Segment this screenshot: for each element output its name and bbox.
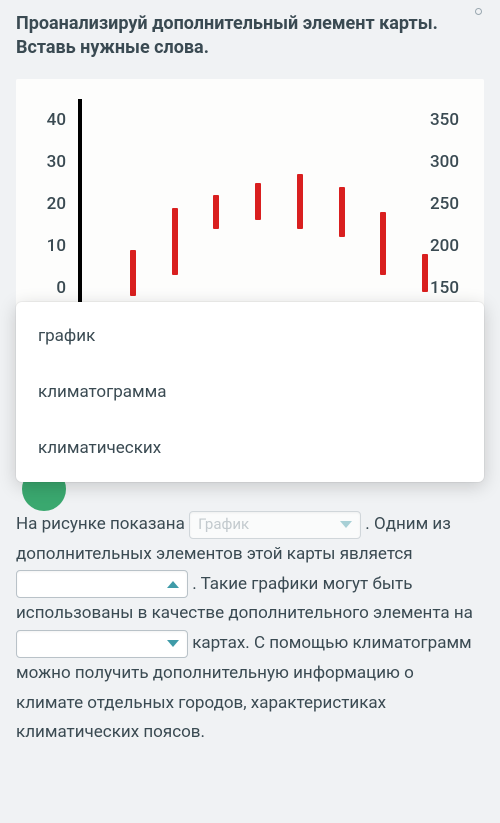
- exercise-body: На рисунке показана График . Одним из до…: [16, 510, 484, 748]
- select-1-value: График: [198, 511, 249, 537]
- select-3[interactable]: [16, 630, 188, 658]
- select-1[interactable]: График: [189, 511, 361, 539]
- y-axis-left-labels: 403020100: [28, 99, 72, 309]
- chart-plot-area: 403020100 350300250200150: [28, 99, 472, 309]
- dropdown-option-1[interactable]: график: [16, 308, 484, 364]
- climate-chart: 403020100 350300250200150: [16, 79, 484, 309]
- chevron-down-icon: [167, 640, 179, 647]
- body-text-1b: .: [361, 514, 370, 534]
- info-marker-icon: [475, 8, 482, 15]
- dropdown-option-3[interactable]: климатических: [16, 420, 484, 476]
- body-text-1: На рисунке показана: [16, 514, 189, 534]
- task-header: Проанализируй дополнительный элемент кар…: [0, 0, 500, 71]
- select-2[interactable]: [16, 570, 188, 598]
- chevron-up-icon: [167, 581, 179, 588]
- y-axis-line: [78, 99, 82, 309]
- chart-bars: [86, 99, 420, 309]
- chevron-down-icon: [340, 521, 352, 528]
- dropdown-option-2[interactable]: климатограмма: [16, 364, 484, 420]
- y-axis-right-labels: 350300250200150: [424, 99, 472, 309]
- dropdown-popup: график климатограмма климатических: [16, 302, 484, 482]
- task-title: Проанализируй дополнительный элемент кар…: [16, 12, 484, 61]
